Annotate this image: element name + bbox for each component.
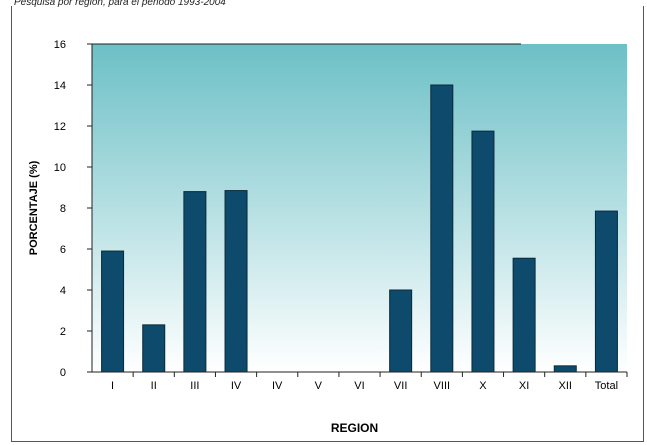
chart-frame: Pesquisa por region, para el periodo 199…	[11, 0, 644, 442]
bar-x	[471, 130, 495, 373]
x-tick-label: IV	[231, 380, 242, 392]
y-tick-label: 14	[54, 80, 66, 92]
y-tick-label: 12	[54, 121, 66, 133]
x-tick-label: II	[151, 380, 157, 392]
bar-xii	[553, 365, 577, 373]
x-tick-label: VII	[394, 380, 407, 392]
bar-xi	[512, 257, 536, 373]
x-tick-label: IV	[272, 380, 283, 392]
y-tick-label: 4	[60, 285, 66, 297]
bar-i	[101, 250, 125, 373]
x-tick-label: Total	[595, 380, 618, 392]
x-tick-label: III	[190, 380, 199, 392]
x-tick-label: V	[315, 380, 323, 392]
y-axis-label: PORCENTAJE (%)	[28, 160, 40, 255]
x-tick-label: VI	[354, 380, 364, 392]
y-tick-label: 2	[60, 326, 66, 338]
bar-vii	[389, 289, 413, 373]
x-axis-label: REGION	[331, 421, 378, 435]
bar-ii	[142, 324, 166, 373]
chart-caption: Pesquisa por region, para el periodo 199…	[14, 0, 226, 8]
y-tick-label: 6	[60, 244, 66, 256]
y-tick-label: 0	[60, 367, 66, 379]
x-tick-label: XII	[559, 380, 572, 392]
bar-total	[594, 210, 618, 373]
y-tick-label: 8	[60, 203, 66, 215]
y-tick-label: 10	[54, 162, 66, 174]
plot-background	[92, 44, 627, 372]
bar-viii	[430, 84, 454, 373]
bar-iii	[183, 191, 207, 373]
x-tick-label: I	[111, 380, 114, 392]
x-tick-label: VIII	[434, 380, 451, 392]
y-tick-label: 16	[54, 39, 66, 51]
x-tick-label: XI	[519, 380, 529, 392]
x-tick-label: X	[479, 380, 487, 392]
bar-iv	[224, 190, 248, 373]
